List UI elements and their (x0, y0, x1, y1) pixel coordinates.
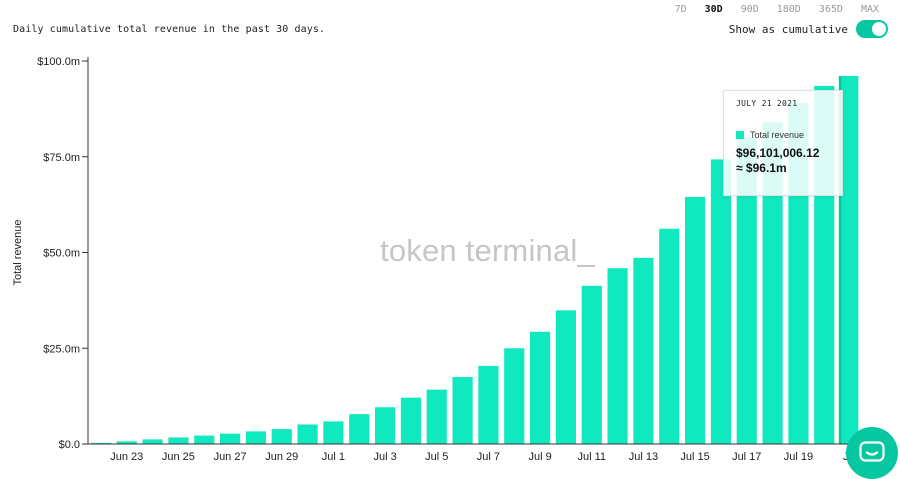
x-tick-label: Jun 25 (162, 451, 195, 463)
x-tick-label: Jun 23 (110, 451, 143, 463)
bar-jun-22[interactable] (90, 442, 111, 444)
bar-jul-17[interactable] (736, 137, 757, 444)
x-tick-label: Jul 9 (528, 451, 551, 463)
x-tick-label: Jun 29 (265, 451, 298, 463)
y-tick-label: $75.0m (43, 152, 80, 164)
bar-jun-26[interactable] (194, 435, 215, 444)
chart-description: Daily cumulative total revenue in the pa… (13, 24, 326, 35)
y-tick-label: $50.0m (43, 248, 80, 260)
y-tick-label: $100.0m (37, 56, 80, 68)
watermark-logo: token terminal_ (380, 233, 595, 268)
bar-jun-28[interactable] (245, 431, 266, 444)
bar-hover-indicator (838, 75, 842, 444)
x-tick-label: Jul 19 (784, 451, 813, 463)
range-90d[interactable]: 90D (740, 4, 759, 15)
tooltip-approx-value: ≈ $96.1m (736, 161, 787, 175)
time-range-selector: 7D 30D 90D 180D 365D MAX (666, 3, 888, 17)
x-tick-label: Jul 17 (732, 451, 761, 463)
bar-jun-23[interactable] (116, 441, 137, 444)
bar-jul-3[interactable] (375, 407, 396, 444)
tooltip-value: $96,101,006.12 (736, 146, 820, 160)
bar-jun-24[interactable] (142, 439, 163, 444)
chat-icon (859, 441, 885, 462)
range-365d[interactable]: 365D (818, 4, 843, 15)
bar-jul-10[interactable] (555, 310, 576, 444)
x-tick-label: Jul 1 (322, 451, 345, 463)
tooltip-date: JULY 21 2021 (736, 99, 798, 108)
bar-jul-8[interactable] (504, 348, 525, 444)
range-180d[interactable]: 180D (776, 4, 801, 15)
bar-jul-7[interactable] (478, 365, 499, 444)
bar-jul-21[interactable] (841, 75, 859, 444)
bar-jul-14[interactable] (659, 228, 680, 444)
bar-jul-6[interactable] (452, 376, 473, 444)
bar-jul-1[interactable] (323, 421, 344, 444)
x-tick-label: Jul 5 (425, 451, 448, 463)
bar-jul-4[interactable] (400, 397, 421, 444)
y-tick-label: $0.0 (59, 439, 80, 451)
range-30d[interactable]: 30D (704, 4, 723, 15)
y-tick-label: $25.0m (43, 343, 80, 355)
toggle-knob (872, 22, 886, 36)
x-tick-label: Jul 15 (680, 451, 709, 463)
chart-tooltip: JULY 21 2021 Total revenue $96,101,006.1… (723, 90, 843, 196)
x-tick-label: Jul 3 (373, 451, 396, 463)
bar-jun-29[interactable] (271, 429, 292, 444)
range-7d[interactable]: 7D (674, 4, 687, 15)
x-tick-label: Jun 27 (214, 451, 247, 463)
tooltip-series-swatch (736, 131, 744, 139)
cumulative-toggle-label: Show as cumulative (728, 22, 848, 36)
tooltip-series-label: Total revenue (750, 130, 805, 140)
chat-support-button[interactable] (846, 427, 898, 479)
bar-jun-30[interactable] (297, 424, 318, 444)
bar-jul-5[interactable] (426, 389, 447, 444)
x-tick-label: Jul 7 (477, 451, 500, 463)
bar-jul-11[interactable] (581, 285, 602, 444)
cumulative-toggle[interactable] (856, 20, 888, 38)
bar-jul-9[interactable] (530, 331, 551, 444)
tooltip-series: Total revenue (736, 130, 830, 140)
bar-jun-25[interactable] (168, 437, 189, 444)
range-max[interactable]: MAX (860, 4, 879, 15)
x-tick-label: Jul 13 (629, 451, 658, 463)
bar-jul-13[interactable] (633, 257, 654, 444)
cumulative-toggle-group: Show as cumulative (729, 20, 888, 38)
bar-jul-12[interactable] (607, 268, 628, 444)
bar-jul-18[interactable] (762, 122, 783, 444)
bar-jul-2[interactable] (349, 414, 370, 444)
bar-jul-16[interactable] (710, 159, 731, 444)
y-axis-label: Total revenue (12, 219, 24, 285)
x-tick-label: Jul 11 (577, 451, 606, 463)
bar-jun-27[interactable] (220, 433, 241, 444)
bar-jul-15[interactable] (685, 196, 706, 444)
